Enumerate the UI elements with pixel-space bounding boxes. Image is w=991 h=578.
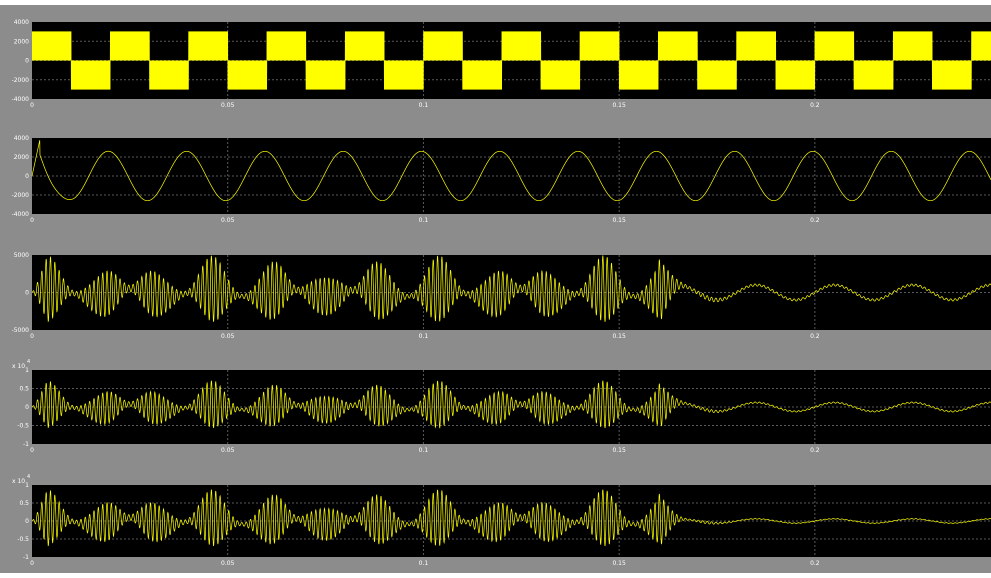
y-tick-label: 4000: [14, 19, 29, 26]
y-tick-label: 2000: [14, 38, 29, 45]
axis-exponent: x 10: [12, 363, 25, 370]
y-tick-label: 0: [25, 173, 29, 180]
y-tick-label: 0.5: [19, 500, 29, 507]
x-tick-label: 0.2: [810, 560, 820, 567]
y-tick-label: 2000: [14, 154, 29, 161]
trace-line: [31, 255, 991, 323]
x-tick-label: 0.1: [419, 333, 429, 340]
x-tick-label: 0.1: [419, 447, 429, 454]
square-pulse: [619, 60, 659, 90]
square-pulse: [540, 60, 580, 90]
square-pulse: [345, 31, 385, 61]
x-tick-label: 0.15: [612, 217, 626, 224]
square-pulse: [971, 31, 991, 61]
square-pulse: [775, 60, 815, 90]
trace-line: [31, 489, 991, 547]
plot-area: [32, 485, 991, 557]
scope-axes-4: 0 0.05 0.1 0.15 0.2 1 0.5 0 -0.5 -1 x 104: [0, 352, 991, 467]
x-tick-label: 0.05: [221, 447, 235, 454]
y-tick-label: -4000: [12, 211, 30, 218]
square-pulse: [423, 31, 463, 61]
top-margin: [0, 0, 991, 5]
x-tick-label: 0.05: [221, 217, 235, 224]
square-pulse: [736, 31, 776, 61]
scope-axes-1: 0 0.05 0.1 0.15 0.2 4000 2000 0 -2000 -4000: [0, 5, 991, 122]
plot-area: [32, 138, 991, 214]
x-tick-label: 0: [30, 560, 34, 567]
x-tick-label: 0: [30, 447, 34, 454]
plot-area: [32, 370, 991, 444]
square-pulse: [580, 31, 620, 61]
square-pulse: [932, 60, 972, 90]
y-tick-label: -1: [23, 441, 29, 448]
square-pulse: [814, 31, 854, 61]
square-pulse: [893, 31, 933, 61]
square-pulse: [110, 31, 150, 61]
x-tick-label: 0.1: [419, 560, 429, 567]
y-tick-label: -1: [23, 554, 29, 561]
square-pulse: [306, 60, 346, 90]
trace-line: [31, 380, 991, 429]
square-pulse: [188, 31, 228, 61]
scope-axes-5: 0 0.05 0.1 0.15 0.2 1 0.5 0 -0.5 -1 x 104: [0, 467, 991, 573]
x-tick-label: 0: [30, 333, 34, 340]
axis-exponent: x 10: [12, 478, 25, 485]
y-tick-label: 0: [25, 290, 29, 297]
y-tick-label: 0: [25, 58, 29, 65]
x-tick-label: 0.1: [419, 217, 429, 224]
x-tick-label: 0.15: [612, 333, 626, 340]
square-pulse: [658, 31, 698, 61]
x-tick-label: 0.1: [419, 102, 429, 109]
axis-exponent-power: 4: [27, 474, 30, 480]
trace-line: [31, 140, 991, 202]
plot-area: [32, 255, 991, 330]
x-tick-label: 0.05: [221, 102, 235, 109]
y-tick-label: -2000: [12, 192, 30, 199]
y-tick-label: 1: [25, 367, 29, 374]
y-tick-label: -4000: [12, 96, 30, 103]
x-tick-label: 0.2: [810, 333, 820, 340]
y-tick-label: -0.5: [17, 536, 29, 543]
y-tick-label: -0.5: [17, 423, 29, 430]
x-tick-label: 0.2: [810, 217, 820, 224]
x-tick-label: 0.05: [221, 560, 235, 567]
x-tick-label: 0.05: [221, 333, 235, 340]
x-tick-label: 0: [30, 217, 34, 224]
square-pulse: [266, 31, 306, 61]
square-pulse: [227, 60, 267, 90]
x-tick-label: 0.15: [612, 447, 626, 454]
x-tick-label: 0.15: [612, 560, 626, 567]
scope-axes-2: 0 0.05 0.1 0.15 0.2 4000 2000 0 -2000 -4000: [0, 122, 991, 237]
square-pulse: [501, 31, 541, 61]
y-tick-label: -5000: [12, 327, 30, 334]
square-pulse: [854, 60, 894, 90]
y-tick-label: 0.5: [19, 386, 29, 393]
x-tick-label: 0: [30, 102, 34, 109]
y-tick-label: 4000: [14, 135, 29, 142]
square-pulse: [384, 60, 424, 90]
x-tick-label: 0.2: [810, 102, 820, 109]
square-pulse: [149, 60, 189, 90]
y-tick-label: 0: [25, 518, 29, 525]
square-pulse: [32, 31, 72, 61]
square-pulse: [71, 60, 111, 90]
square-pulse: [462, 60, 502, 90]
y-tick-label: 0: [25, 404, 29, 411]
x-tick-label: 0.2: [810, 447, 820, 454]
axis-exponent-power: 4: [27, 359, 30, 365]
y-tick-label: 5000: [14, 252, 29, 259]
x-tick-label: 0.15: [612, 102, 626, 109]
y-tick-label: -2000: [12, 77, 30, 84]
y-tick-label: 1: [25, 482, 29, 489]
square-pulse: [697, 60, 737, 90]
